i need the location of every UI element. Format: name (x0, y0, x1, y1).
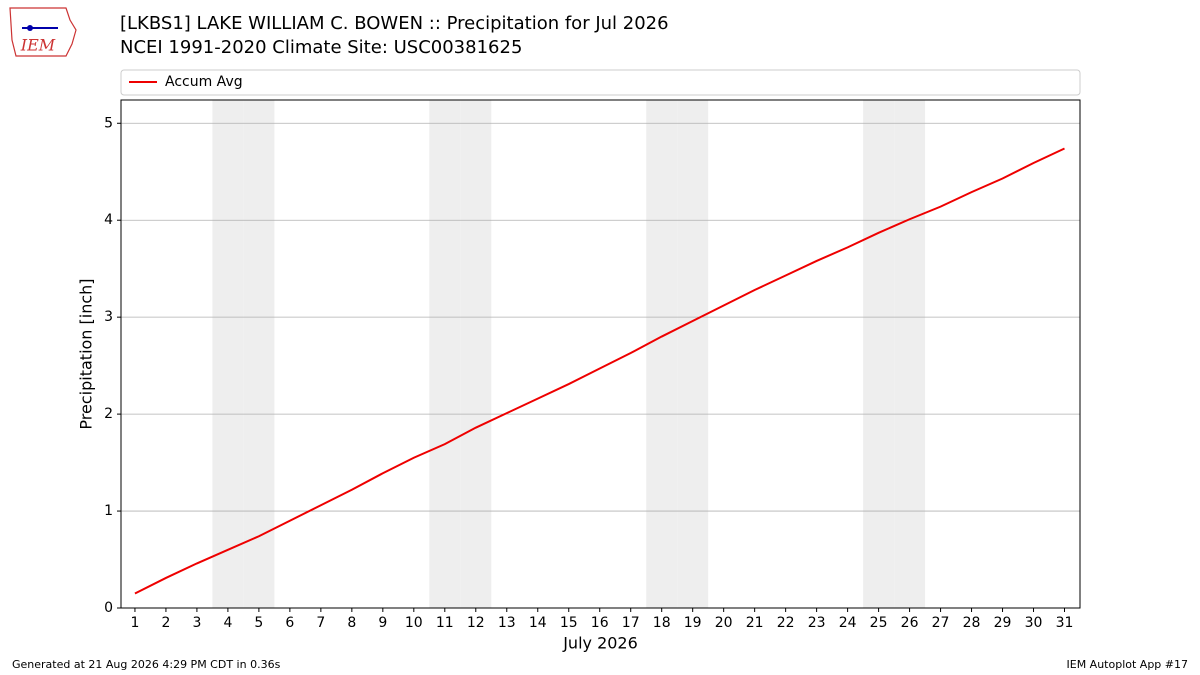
x-tick-label: 6 (285, 615, 294, 631)
weekend-shade (429, 100, 461, 608)
y-tick-label: 5 (104, 115, 113, 131)
x-tick-label: 11 (436, 615, 454, 631)
x-tick-label: 7 (316, 615, 325, 631)
weekend-shade (677, 100, 709, 608)
weekend-shade (646, 100, 678, 608)
x-tick-label: 21 (746, 615, 764, 631)
x-axis-label: July 2026 (562, 634, 638, 653)
x-tick-label: 29 (994, 615, 1012, 631)
y-axis-label: Precipitation [inch] (77, 278, 96, 429)
x-tick-label: 16 (591, 615, 609, 631)
weekend-shade (212, 100, 244, 608)
logo-outline (9, 7, 77, 57)
x-tick-label: 1 (130, 615, 139, 631)
x-tick-label: 28 (963, 615, 981, 631)
x-tick-label: 8 (347, 615, 356, 631)
legend-label: Accum Avg (165, 74, 243, 90)
x-tick-label: 12 (467, 615, 485, 631)
x-tick-label: 4 (223, 615, 232, 631)
x-tick-label: 23 (808, 615, 826, 631)
x-tick-label: 2 (161, 615, 170, 631)
footer-left: Generated at 21 Aug 2026 4:29 PM CDT in … (12, 658, 281, 671)
weekend-shade (863, 100, 895, 608)
weekend-shade (243, 100, 275, 608)
weekend-shade (460, 100, 492, 608)
y-tick-label: 3 (104, 309, 113, 325)
y-tick-label: 1 (104, 503, 113, 519)
x-tick-label: 15 (560, 615, 578, 631)
chart-subtitle: NCEI 1991-2020 Climate Site: USC00381625 (120, 37, 522, 58)
y-tick-label: 0 (104, 600, 113, 616)
logo-dot (27, 25, 33, 31)
x-tick-label: 9 (378, 615, 387, 631)
logo-text: IEM (20, 36, 56, 55)
x-tick-label: 19 (684, 615, 702, 631)
chart-title: [LKBS1] LAKE WILLIAM C. BOWEN :: Precipi… (120, 13, 669, 34)
y-tick-label: 4 (104, 212, 113, 228)
x-tick-label: 24 (839, 615, 857, 631)
x-tick-label: 17 (622, 615, 640, 631)
x-tick-label: 3 (192, 615, 201, 631)
x-tick-label: 27 (932, 615, 950, 631)
x-tick-label: 22 (777, 615, 795, 631)
plot-frame (120, 99, 1081, 609)
x-tick-label: 5 (254, 615, 263, 631)
x-tick-label: 20 (715, 615, 733, 631)
x-tick-label: 18 (653, 615, 671, 631)
x-tick-label: 25 (870, 615, 888, 631)
x-tick-label: 30 (1025, 615, 1043, 631)
series-line (134, 147, 1065, 595)
x-tick-label: 31 (1056, 615, 1074, 631)
x-tick-label: 10 (405, 615, 423, 631)
weekend-shade (894, 100, 926, 608)
x-tick-label: 14 (529, 615, 547, 631)
logo: IEM (9, 7, 77, 57)
x-tick-label: 26 (901, 615, 919, 631)
x-tick-label: 13 (498, 615, 516, 631)
y-tick-label: 2 (104, 406, 113, 422)
legend-box (120, 69, 1081, 96)
footer-right: IEM Autoplot App #17 (1067, 658, 1189, 671)
